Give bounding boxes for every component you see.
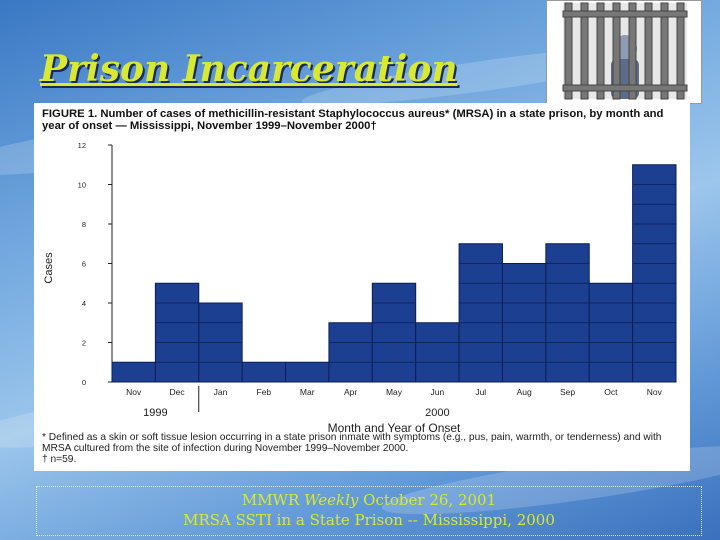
bar-oct-11 — [588, 282, 634, 383]
y-axis-label: Cases — [43, 252, 55, 284]
citation-box: MMWR Weekly October 26, 2001 MRSA SSTI i… — [36, 486, 702, 536]
bar-sep-10 — [545, 243, 590, 383]
bar-apr-5 — [328, 322, 373, 383]
year-group-label: 1999 — [143, 407, 167, 419]
x-tick-label: Jun — [431, 387, 445, 397]
x-tick-label: May — [386, 387, 403, 397]
x-tick-label: Feb — [257, 387, 272, 397]
footnote-case-definition: * Defined as a skin or soft tissue lesio… — [42, 432, 662, 454]
y-tick-label: 4 — [82, 299, 86, 308]
bar-mar-4 — [285, 361, 330, 383]
citation-source: MMWR — [241, 491, 300, 509]
x-tick-label: Nov — [647, 387, 663, 397]
bar-jun-7 — [415, 322, 460, 383]
y-tick-label: 10 — [78, 181, 86, 190]
x-axis-label: Month and Year of Onset — [328, 421, 461, 433]
year-group-label: 2000 — [425, 407, 449, 419]
x-tick-label: Apr — [344, 387, 357, 397]
citation-line-1: MMWR Weekly October 26, 2001 — [37, 490, 701, 510]
figure-caption: FIGURE 1. Number of cases of methicillin… — [42, 108, 664, 132]
y-tick-label: 0 — [82, 378, 86, 387]
x-tick-label: Nov — [126, 387, 142, 397]
y-tick-label: 8 — [82, 220, 86, 229]
bar-feb-3 — [241, 361, 287, 383]
bar-may-6 — [371, 282, 417, 383]
footnote-sample-size: † n=59. — [42, 454, 77, 465]
y-tick-label: 6 — [82, 260, 86, 269]
y-tick-label: 2 — [82, 339, 86, 348]
mrsa-cases-bar-chart: 0 2 4 6 8 10 12 Cases Nov Dec Jan Feb Mar Apr May Jun Ju… — [43, 141, 677, 433]
x-tick-label: Jul — [475, 387, 486, 397]
x-tick-label: Mar — [300, 387, 315, 397]
bar-jul-8 — [458, 243, 503, 383]
x-tick-label: Sep — [560, 387, 575, 397]
prison-bars-illustration — [546, 0, 702, 104]
x-tick-label: Oct — [604, 387, 618, 397]
bar-dec-1 — [154, 282, 200, 383]
x-tick-label: Jan — [214, 387, 228, 397]
bar-nov-0 — [111, 361, 156, 383]
y-tick-label: 12 — [78, 141, 86, 150]
x-tick-label: Aug — [517, 387, 532, 397]
x-tick-label: Dec — [170, 387, 186, 397]
citation-line-2: MRSA SSTI in a State Prison -- Mississip… — [183, 511, 555, 529]
figure-footnotes: * Defined as a skin or soft tissue lesio… — [42, 432, 682, 465]
citation-date: October 26, 2001 — [363, 491, 497, 509]
citation-weekly: Weekly — [304, 491, 359, 509]
bar-nov-12 — [632, 164, 677, 383]
slide-title: Prison Incarceration — [40, 48, 458, 90]
